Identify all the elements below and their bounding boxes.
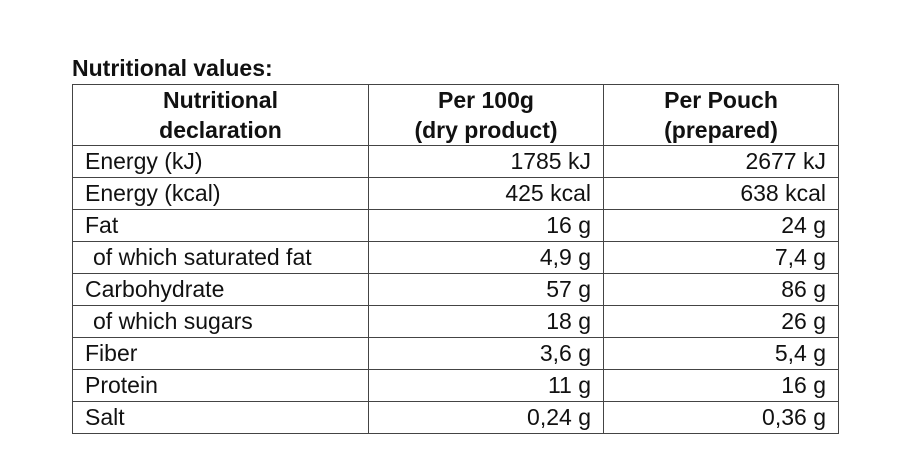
header-line: (prepared): [664, 117, 778, 143]
header-cell: Nutritional declaration: [72, 84, 369, 146]
value-cell: 18 g: [368, 305, 604, 338]
table-row: Energy (kJ) 1785 kJ 2677 kJ: [72, 145, 839, 178]
header-line: Per Pouch: [664, 87, 778, 113]
value-cell: 638 kcal: [603, 177, 839, 210]
table-row: of which saturated fat 4,9 g 7,4 g: [72, 241, 839, 274]
table-row: Protein 11 g 16 g: [72, 369, 839, 402]
row-label: Protein: [72, 369, 369, 402]
value-cell: 5,4 g: [603, 337, 839, 370]
header-cell: Per 100g (dry product): [368, 84, 604, 146]
header-line: Per 100g: [438, 87, 534, 113]
header-line: declaration: [159, 117, 282, 143]
value-cell: 2677 kJ: [603, 145, 839, 178]
value-cell: 4,9 g: [368, 241, 604, 274]
table-row: Fat 16 g 24 g: [72, 209, 839, 242]
title: Nutritional values:: [72, 55, 273, 81]
header-row: Nutritional declaration Per 100g (dry produ…: [72, 84, 839, 146]
table-row: Carbohydrate 57 g 86 g: [72, 273, 839, 306]
row-label: Fat: [72, 209, 369, 242]
row-label: Salt: [72, 401, 369, 434]
value-cell: 24 g: [603, 209, 839, 242]
table-body: Energy (kJ) 1785 kJ 2677 kJ Energy (kcal) 42…: [72, 145, 839, 434]
value-cell: 425 kcal: [368, 177, 604, 210]
value-cell: 0,24 g: [368, 401, 604, 434]
table-row: Fiber 3,6 g 5,4 g: [72, 337, 839, 370]
row-label: of which sugars: [72, 305, 369, 338]
table-row: Energy (kcal) 425 kcal 638 kcal: [72, 177, 839, 210]
value-cell: 57 g: [368, 273, 604, 306]
table-row: Salt 0,24 g 0,36 g: [72, 401, 839, 434]
header-line: Nutritional: [163, 87, 278, 113]
header-line: (dry product): [414, 117, 558, 143]
nutrition-table: Nutritional declaration Per 100g (dry produ…: [72, 84, 839, 434]
row-label: Energy (kcal): [72, 177, 369, 210]
value-cell: 1785 kJ: [368, 145, 604, 178]
value-cell: 16 g: [368, 209, 604, 242]
value-cell: 26 g: [603, 305, 839, 338]
header-cell: Per Pouch (prepared): [603, 84, 839, 146]
row-label: Energy (kJ): [72, 145, 369, 178]
value-cell: 3,6 g: [368, 337, 604, 370]
value-cell: 11 g: [368, 369, 604, 402]
value-cell: 86 g: [603, 273, 839, 306]
row-label: Fiber: [72, 337, 369, 370]
value-cell: 0,36 g: [603, 401, 839, 434]
row-label: Carbohydrate: [72, 273, 369, 306]
table-row: of which sugars 18 g 26 g: [72, 305, 839, 338]
value-cell: 16 g: [603, 369, 839, 402]
value-cell: 7,4 g: [603, 241, 839, 274]
row-label: of which saturated fat: [72, 241, 369, 274]
